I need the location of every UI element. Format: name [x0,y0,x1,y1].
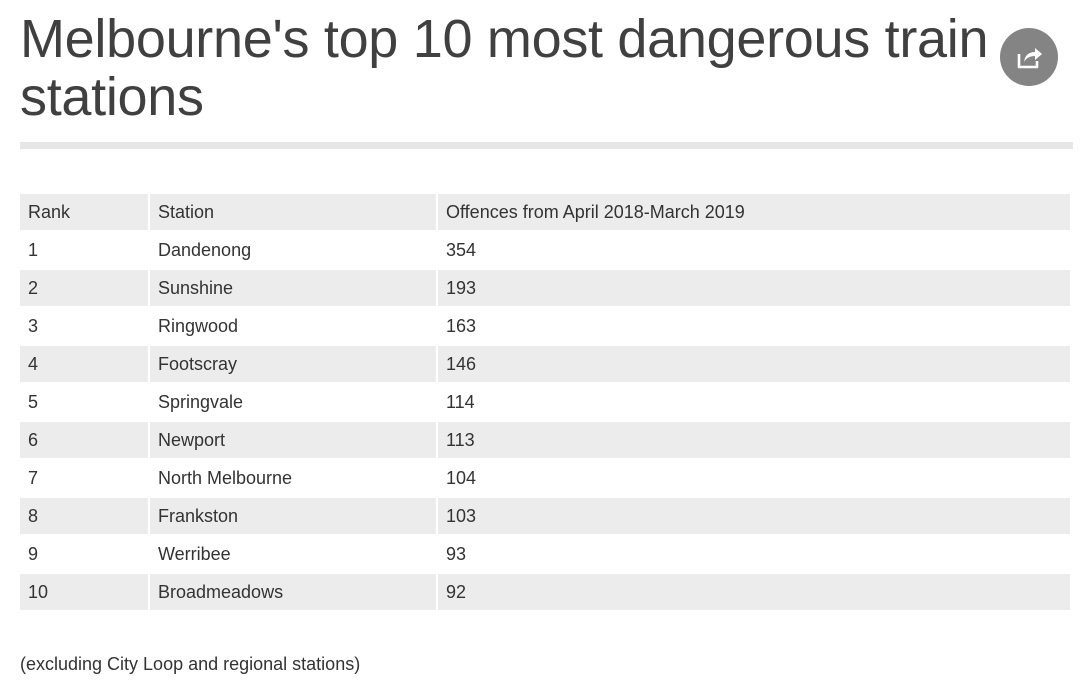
offences-cell: 354 [436,232,1070,268]
rank-cell: 4 [20,346,148,382]
station-cell: Ringwood [148,308,436,344]
header-rank: Rank [20,194,148,230]
offences-cell: 114 [436,384,1070,420]
offences-cell: 113 [436,422,1070,458]
share-button[interactable] [1000,28,1058,86]
station-cell: Frankston [148,498,436,534]
station-cell: Springvale [148,384,436,420]
station-cell: Sunshine [148,270,436,306]
rank-cell: 6 [20,422,148,458]
offences-cell: 92 [436,574,1070,610]
offences-cell: 103 [436,498,1070,534]
rank-cell: 9 [28,543,39,564]
table-row: 10 Broadmeadows 92 [20,574,1070,610]
rank-cell: 8 [20,498,148,534]
station-cell: Dandenong [148,232,436,268]
footnote: (excluding City Loop and regional statio… [20,654,361,674]
share-icon [1017,48,1042,69]
rank-cell: 10 [20,574,148,610]
rank-cell: 5 [28,391,39,412]
station-cell: Broadmeadows [148,574,436,610]
header-station: Station [148,194,436,230]
header-offences: Offences from April 2018-March 2019 [436,194,1070,230]
offences-cell: 193 [436,270,1070,306]
table-row: 5 Springvale 114 [20,384,1070,420]
rank-cell: 1 [28,239,39,260]
table-header-row: Rank Station Offences from April 2018-Ma… [20,194,1070,230]
title-divider [20,142,1073,149]
table-row: 3 Ringwood 163 [20,308,1070,344]
table-row: 4 Footscray 146 [20,346,1070,382]
page-title: Melbourne's top 10 most dangerous train … [20,9,989,127]
table-row: 2 Sunshine 193 [20,270,1070,306]
offences-cell: 163 [436,308,1070,344]
stations-table: Rank Station Offences from April 2018-Ma… [20,192,1070,612]
offences-cell: 146 [436,346,1070,382]
station-cell: Newport [148,422,436,458]
table-row: 1 Dandenong 354 [20,232,1070,268]
offences-cell: 93 [436,536,1070,572]
table-row: 6 Newport 113 [20,422,1070,458]
rank-cell: 2 [20,270,148,306]
station-cell: Footscray [148,346,436,382]
table-row: 8 Frankston 103 [20,498,1070,534]
rank-cell: 7 [28,467,39,488]
station-cell: North Melbourne [148,460,436,496]
table-row: 9 Werribee 93 [20,536,1070,572]
station-cell: Werribee [148,536,436,572]
offences-cell: 104 [436,460,1070,496]
rank-cell: 3 [28,315,39,336]
table-row: 7 North Melbourne 104 [20,460,1070,496]
